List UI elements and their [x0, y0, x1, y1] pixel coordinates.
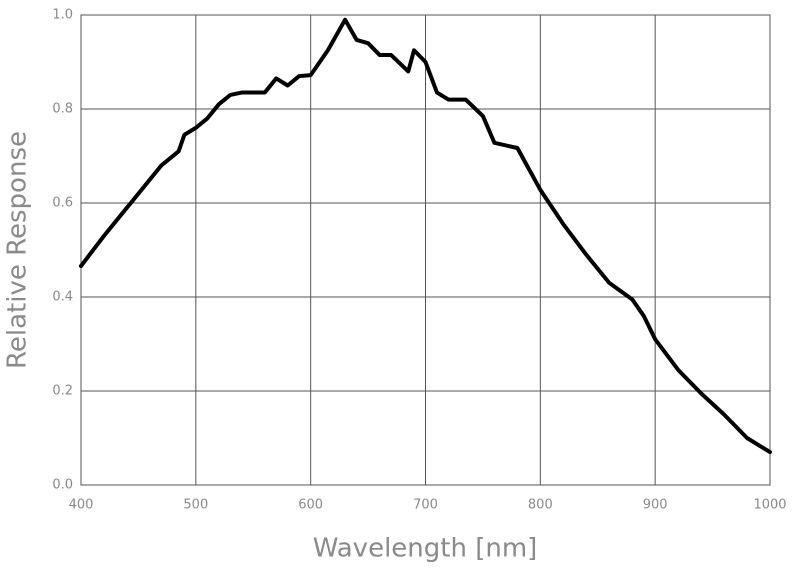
y-tick-label: 0.4 — [52, 290, 73, 305]
x-tick-label: 700 — [413, 498, 438, 513]
x-tick-label: 900 — [643, 498, 668, 513]
y-axis-title: Relative Response — [3, 131, 33, 369]
x-tick-label: 1000 — [753, 498, 786, 513]
line-series — [79, 17, 772, 455]
y-tick-label: 0.0 — [52, 478, 73, 493]
y-tick-label: 0.2 — [52, 384, 73, 399]
x-tick-label: 600 — [298, 498, 323, 513]
x-tick-label: 400 — [69, 498, 94, 513]
x-tick-label: 800 — [528, 498, 553, 513]
y-tick-label: 1.0 — [52, 8, 73, 23]
plot-frame — [80, 14, 771, 486]
x-axis-title: Wavelength [nm] — [313, 534, 538, 564]
y-tick-label: 0.8 — [52, 102, 73, 117]
y-tick-label: 0.6 — [52, 196, 73, 211]
x-tick-label: 500 — [183, 498, 208, 513]
